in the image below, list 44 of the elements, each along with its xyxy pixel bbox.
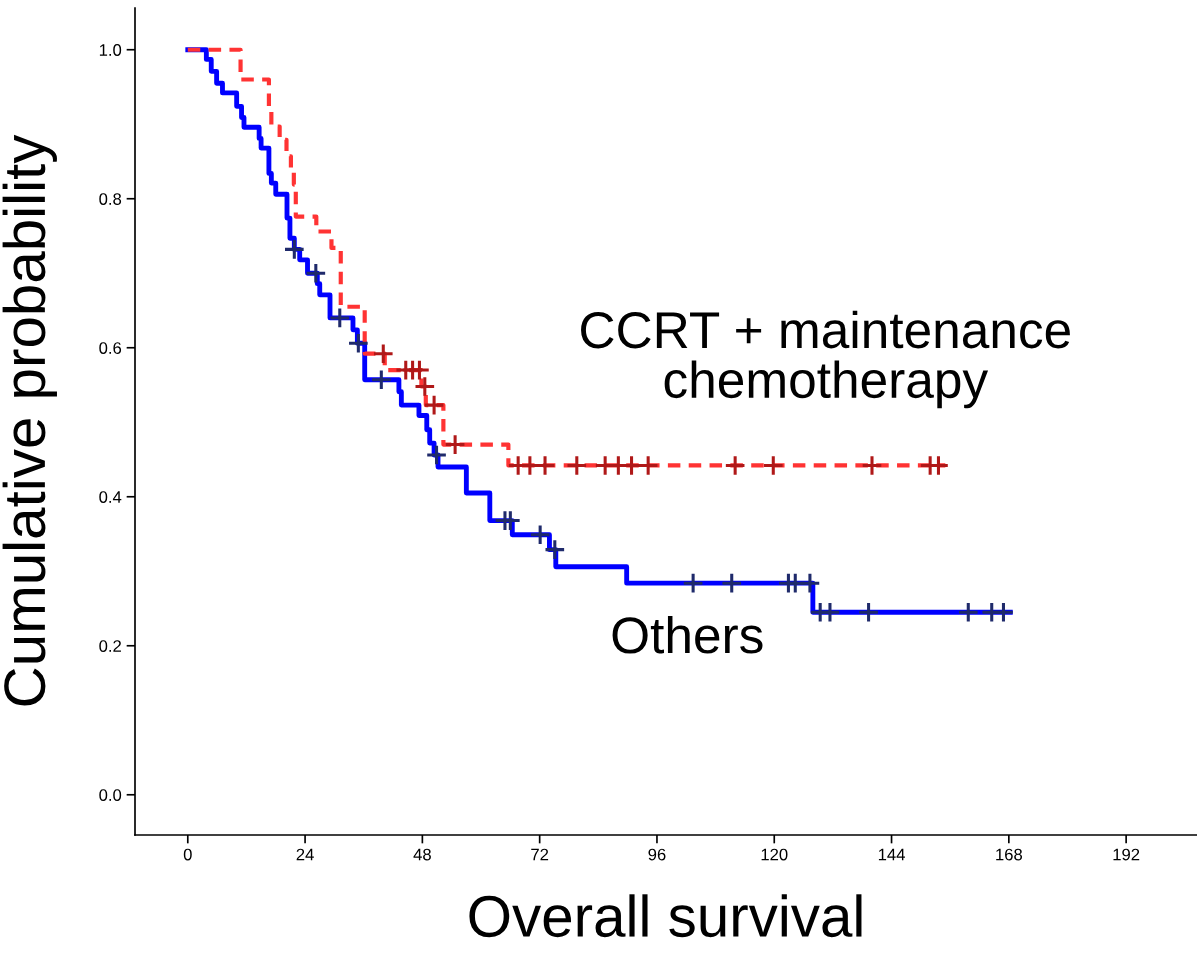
x-tick-label: 192	[1113, 848, 1140, 861]
point	[304, 262, 327, 285]
point	[799, 572, 821, 595]
point	[543, 538, 566, 561]
x-tick-label: 168	[996, 848, 1023, 861]
x-tick-label: 0	[183, 848, 192, 861]
y-tick-label: 0.6	[99, 342, 122, 354]
point	[637, 454, 660, 477]
series-label: CCRT + maintenance chemotherapy	[581, 310, 1070, 409]
point	[992, 601, 1015, 624]
y-tick-label: 0.4	[99, 491, 122, 503]
x-tick-label: 72	[531, 848, 549, 861]
point	[372, 342, 395, 365]
point	[328, 307, 351, 329]
point	[762, 454, 785, 477]
y-tick-label: 0.2	[99, 640, 121, 652]
x-tick-label: 24	[296, 848, 314, 861]
y-tick-label: 0.0	[99, 789, 122, 801]
point	[861, 454, 883, 477]
point	[529, 523, 551, 546]
point	[682, 572, 704, 595]
x-tick-label: 96	[648, 848, 666, 861]
point	[408, 359, 431, 381]
point	[957, 601, 980, 624]
point	[413, 375, 436, 398]
x-tick-label: 144	[878, 848, 905, 861]
point	[425, 444, 448, 466]
point	[857, 601, 880, 624]
point	[370, 368, 393, 391]
y-tick-label: 1.0	[99, 44, 122, 56]
point	[283, 238, 306, 261]
x-tick-label: 120	[761, 848, 788, 861]
point	[423, 394, 445, 416]
point	[347, 332, 370, 355]
x-axis-title: Overall survival	[469, 894, 862, 938]
point	[819, 601, 841, 624]
point	[565, 454, 588, 477]
y-axis-title: Cumulative probability	[2, 134, 57, 706]
point	[724, 454, 746, 477]
y-tick-label: 0.8	[99, 193, 122, 205]
point	[444, 433, 466, 456]
series-label: Others	[612, 615, 763, 654]
x-tick-label: 48	[413, 848, 431, 861]
point	[720, 572, 743, 595]
